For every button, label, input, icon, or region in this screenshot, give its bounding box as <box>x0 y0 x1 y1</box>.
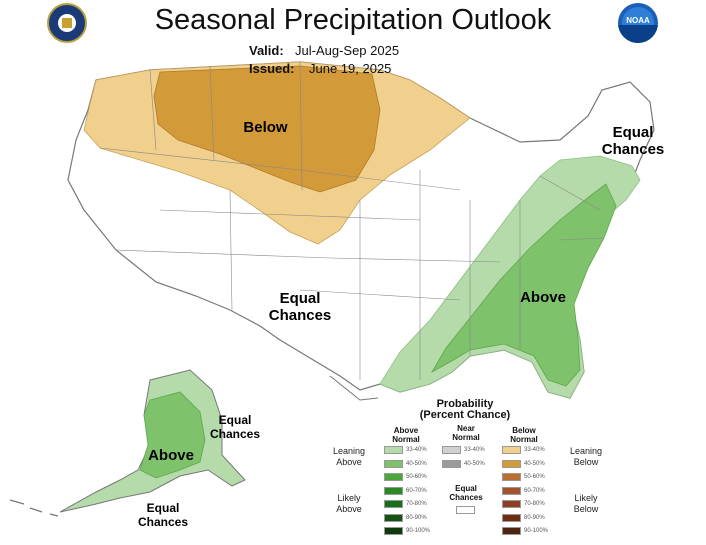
alaska-above-40-50-region <box>139 391 206 479</box>
legend-likely-above: Likely Above <box>336 493 362 514</box>
legend-equal-header: Equal Chances <box>449 484 483 502</box>
legend-equal-swatch <box>456 506 475 514</box>
aleutian-islands <box>9 499 59 517</box>
legend-below-swatch-label: 80-90% <box>524 514 545 521</box>
noaa-logo-icon: NOAA <box>618 3 658 43</box>
state-boundaries <box>99 61 605 380</box>
legend-above-header: Above Normal <box>392 426 420 444</box>
region-label-equal-center: Equal Chances <box>268 290 332 324</box>
page-title: Seasonal Precipitation Outlook <box>154 4 552 36</box>
region-label-above-alaska: Above <box>148 447 194 464</box>
legend-near-swatch <box>442 459 461 468</box>
legend-above-swatch <box>384 473 403 481</box>
legend-below-swatch <box>502 446 521 454</box>
gulf-coast <box>329 375 379 401</box>
issued-label: Issued: <box>249 61 295 76</box>
legend-below-swatch-label: 33-40% <box>524 447 545 453</box>
legend-near-swatch <box>442 446 461 454</box>
region-label-equal-northeast: Equal Chances <box>601 124 665 158</box>
legend-near-swatch-label: 40-50% <box>464 460 485 467</box>
valid-value: Jul-Aug-Sep 2025 <box>295 43 400 58</box>
legend-above-swatch <box>384 513 403 522</box>
legend-leaning-below: Leaning Below <box>569 446 603 467</box>
region-label-below: Below <box>243 119 288 136</box>
legend-likely-below: Likely Below <box>573 493 599 514</box>
legend-below-swatch-label: 60-70% <box>524 487 545 494</box>
legend-below-swatch <box>502 473 521 481</box>
noaa-logo-text: NOAA <box>626 16 650 25</box>
legend-below-swatch <box>502 500 521 508</box>
legend-above-swatch <box>384 459 403 468</box>
legend-below-swatch-label: 50-60% <box>524 474 545 480</box>
legend-below-swatch-label: 70-80% <box>524 501 545 507</box>
legend-above-swatch-label: 40-50% <box>406 460 427 467</box>
legend-near-header: Near Normal <box>452 424 480 442</box>
issued-value: June 19, 2025 <box>309 61 392 76</box>
legend-below-swatch <box>502 459 521 468</box>
legend-near-swatch-label: 33-40% <box>464 447 485 453</box>
legend-above-swatch-label: 50-60% <box>406 474 427 480</box>
legend-above-swatch-label: 60-70% <box>406 487 427 494</box>
legend-below-swatch <box>502 527 521 535</box>
legend-above-swatch <box>384 500 403 508</box>
commerce-seal-icon <box>47 3 87 43</box>
legend-above-swatch-label: 90-100% <box>406 528 431 534</box>
legend-above-swatch-label: 80-90% <box>406 514 427 521</box>
valid-label: Valid: <box>249 43 284 58</box>
legend-above-swatch <box>384 446 403 454</box>
region-label-equal-alaska-east: Equal Chances <box>209 413 261 441</box>
legend-subtitle: (Percent Chance) <box>419 409 511 421</box>
region-label-above-east: Above <box>520 289 566 306</box>
region-label-equal-alaska-south: Equal Chances <box>137 501 189 529</box>
legend-title: Probability <box>436 398 494 410</box>
legend-below-swatch-label: 90-100% <box>524 528 549 534</box>
legend-below-swatch <box>502 513 521 522</box>
legend: Probability (Percent Chance) Above Normal… <box>320 394 610 542</box>
legend-below-header: Below Normal <box>510 426 538 444</box>
legend-below-swatch-label: 40-50% <box>524 460 545 467</box>
legend-above-swatch <box>384 486 403 495</box>
legend-above-swatch-label: 70-80% <box>406 501 427 507</box>
legend-leaning-above: Leaning Above <box>332 446 366 467</box>
legend-below-swatch <box>502 486 521 495</box>
below-40-50-region <box>153 65 381 193</box>
legend-above-swatch-label: 33-40% <box>406 447 427 453</box>
legend-above-swatch <box>384 527 403 535</box>
